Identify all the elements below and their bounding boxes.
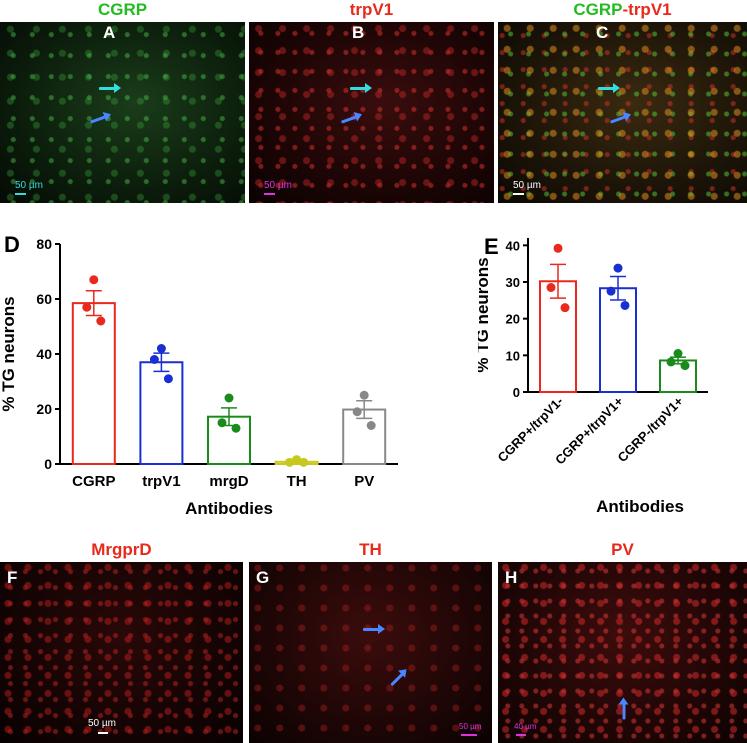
panel-h-letter: H [505, 568, 518, 587]
panel-c-image: C 50 µm [498, 22, 747, 203]
panel-c-title: CGRP-trpV1 [498, 0, 747, 20]
chart-d: 0 20 40 60 80 % TG neurons CGRP trpV1 mrgD TH PV An… [0, 236, 398, 518]
blue-arrow-icon [390, 672, 404, 687]
panel-b-letter: B [352, 23, 365, 42]
data-point [366, 421, 376, 430]
panel-b-title: trpV1 [249, 0, 494, 20]
data-point [620, 300, 630, 310]
y-tick-label: 20 [506, 312, 520, 327]
panel-g-scale-bar [461, 734, 477, 736]
panel-f-image: F 50 µm [0, 562, 243, 743]
panel-f-title: MrgprD [0, 540, 243, 560]
panel-f-letter: F [7, 568, 18, 587]
data-point [673, 349, 683, 358]
panel-g-title-text: TH [359, 540, 382, 559]
y-tick-label: 0 [44, 456, 52, 472]
panel-h-image: H 40 µm [498, 562, 747, 743]
panel-a-title-text: CGRP [97, 0, 148, 19]
data-point [163, 374, 173, 384]
category-label: CGRP [72, 473, 115, 490]
data-point [82, 302, 92, 312]
blue-arrow-icon [89, 115, 107, 124]
panel-f-scale-bar [98, 732, 108, 734]
panel-d-letter: D [4, 232, 20, 257]
panel-f-title-text: MrgprD [91, 540, 152, 559]
y-tick-label: 30 [506, 275, 520, 290]
panel-c-scale-text: 50 µm [513, 180, 541, 191]
category-label: trpV1 [142, 473, 180, 490]
panel-a-title: CGRP [0, 0, 245, 20]
data-point [359, 390, 369, 400]
cyan-arrow-icon [99, 83, 121, 93]
data-point [666, 357, 676, 367]
panel-c-title-part1: CGRP [573, 0, 623, 19]
panel-h-scale-bar [516, 734, 526, 736]
blue-arrow-icon [609, 115, 627, 124]
panel-b-title-text: trpV1 [349, 0, 394, 19]
data-point [224, 393, 234, 403]
panel-c-scale-bar [513, 193, 524, 195]
panel-e-letter: E [484, 234, 499, 259]
data-point [231, 423, 241, 433]
panel-h-title: PV [498, 540, 747, 560]
panel-a-scale-text: 50 µm [15, 180, 43, 191]
category-label: TH [287, 473, 307, 490]
panel-f-scale-text: 50 µm [88, 718, 116, 729]
panel-c-title-part2: trpV1 [628, 0, 672, 19]
y-axis-label: % TG neurons [478, 257, 492, 372]
y-tick-label: 10 [506, 348, 520, 363]
panel-a-image: A 50 µm [0, 22, 245, 203]
cyan-arrow-icon [350, 83, 372, 93]
data-point [680, 361, 690, 371]
data-point [546, 283, 556, 292]
panel-g-scale-text: 50 µm [459, 722, 482, 731]
blue-arrow-icon [363, 624, 385, 634]
data-point [613, 263, 623, 273]
data-point [285, 457, 295, 467]
data-point [292, 455, 302, 465]
category-label: PV [354, 473, 374, 490]
data-point [560, 303, 570, 313]
cyan-arrow-icon [598, 83, 620, 93]
bar [659, 359, 697, 393]
panel-a-letter: A [103, 23, 116, 42]
data-point [89, 275, 99, 285]
panel-g-title: TH [249, 540, 492, 560]
panel-b-scale-text: 50 µm [264, 180, 292, 191]
panel-g-image: G 50 µm [249, 562, 492, 743]
panel-b-scale-bar [264, 193, 275, 195]
panel-a-scale-bar [15, 193, 26, 195]
y-tick-label: 40 [506, 238, 520, 253]
panel-g-letter: G [256, 568, 270, 587]
category-label: mrgD [209, 473, 248, 490]
data-point [299, 457, 309, 467]
bar [539, 280, 577, 393]
data-point [217, 418, 227, 428]
data-point [96, 316, 106, 326]
blue-arrow-icon [622, 703, 626, 720]
x-axis-label: Antibodies [185, 499, 273, 518]
panel-b-image: B 50 µm [249, 22, 494, 203]
y-tick-label: 80 [36, 236, 52, 252]
bar [599, 287, 637, 394]
y-tick-label: 0 [513, 385, 520, 400]
panel-c-title-sep: - [622, 0, 629, 19]
data-point [606, 286, 616, 296]
panel-h-title-text: PV [611, 540, 634, 559]
data-point [149, 355, 159, 364]
bar [71, 302, 116, 465]
x-axis-label: Antibodies [596, 497, 684, 516]
y-tick-label: 60 [36, 291, 52, 307]
bar [139, 361, 184, 465]
panel-h-scale-text: 40 µm [514, 722, 537, 731]
y-tick-label: 40 [36, 346, 52, 362]
data-point [352, 407, 362, 417]
blue-arrow-icon [340, 115, 358, 124]
y-axis-label: % TG neurons [0, 296, 18, 411]
y-tick-label: 20 [36, 401, 52, 417]
data-point [156, 344, 166, 353]
data-point [553, 243, 563, 253]
panel-c-letter: C [596, 23, 609, 42]
